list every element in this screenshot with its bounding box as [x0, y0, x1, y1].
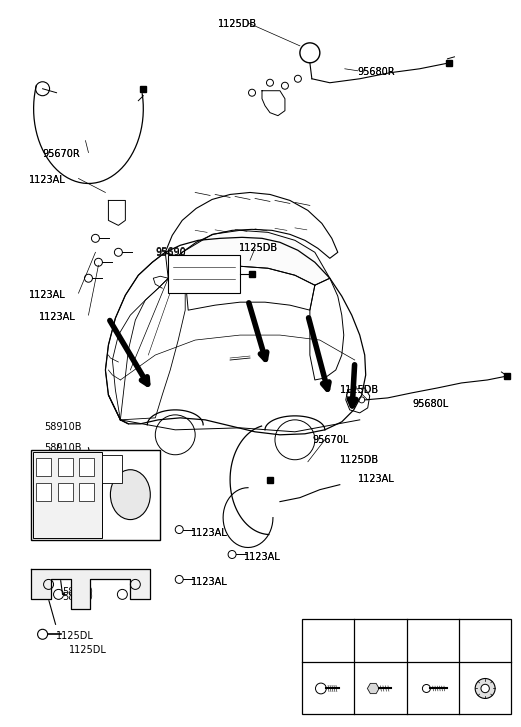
Text: 1123AL: 1123AL: [29, 290, 65, 300]
Bar: [168, 255, 240, 293]
Text: 1123AL: 1123AL: [244, 553, 281, 563]
Text: 95680L: 95680L: [413, 399, 449, 409]
Text: 1125DL: 1125DL: [69, 646, 106, 655]
Text: 1125DB: 1125DB: [340, 455, 379, 465]
Text: 95680R: 95680R: [358, 67, 395, 77]
Bar: [302, 619, 511, 714]
Bar: [57, 483, 72, 501]
Text: 1125DB: 1125DB: [340, 385, 379, 395]
Text: 1123AL: 1123AL: [244, 553, 281, 563]
Polygon shape: [168, 230, 330, 285]
Bar: [35, 458, 51, 475]
Text: 95690: 95690: [155, 249, 186, 258]
Text: 1125DB: 1125DB: [218, 19, 257, 29]
Text: 1123AL: 1123AL: [39, 312, 76, 322]
Text: 95670L: 95670L: [313, 435, 349, 445]
Text: 58910B: 58910B: [45, 422, 82, 432]
Text: 95670L: 95670L: [313, 435, 349, 445]
Text: 95670R: 95670R: [43, 148, 80, 158]
Text: 1123AL: 1123AL: [191, 577, 228, 587]
Bar: [31, 450, 160, 539]
Text: 95670R: 95670R: [43, 148, 80, 158]
Bar: [103, 455, 122, 483]
Text: 58960: 58960: [63, 587, 93, 598]
Text: 1123AN: 1123AN: [310, 635, 346, 645]
Text: 95680L: 95680L: [413, 399, 449, 409]
Text: 1123AL: 1123AL: [191, 577, 228, 587]
Polygon shape: [367, 683, 379, 694]
Text: 1125DB: 1125DB: [218, 19, 257, 29]
Bar: [33, 451, 103, 537]
Text: 1123AL: 1123AL: [39, 312, 76, 322]
Bar: [80, 483, 94, 501]
Text: 1123AL: 1123AL: [29, 174, 65, 185]
Circle shape: [481, 684, 489, 693]
Text: 1125DB: 1125DB: [239, 244, 278, 253]
Text: 1125DB: 1125DB: [239, 244, 278, 253]
Bar: [57, 458, 72, 475]
Text: 1339GA: 1339GA: [467, 635, 503, 645]
Text: 1123AL: 1123AL: [358, 474, 394, 483]
Text: 58910B: 58910B: [45, 443, 82, 453]
Text: 1123AL: 1123AL: [29, 290, 65, 300]
Text: 1124AG: 1124AG: [363, 635, 398, 645]
Text: 1123AL: 1123AL: [191, 528, 228, 537]
Circle shape: [475, 678, 495, 699]
Bar: [35, 483, 51, 501]
Text: 95680R: 95680R: [358, 67, 395, 77]
Text: 1125DB: 1125DB: [340, 455, 379, 465]
Text: 1123AL: 1123AL: [29, 174, 65, 185]
Text: 1125DL: 1125DL: [56, 631, 93, 641]
Bar: [80, 458, 94, 475]
Polygon shape: [31, 569, 150, 609]
Text: 1125DB: 1125DB: [340, 385, 379, 395]
Text: 58960: 58960: [63, 593, 93, 603]
Text: 1123AL: 1123AL: [358, 474, 394, 483]
Ellipse shape: [110, 470, 150, 520]
Text: 1123AL: 1123AL: [191, 528, 228, 537]
Text: 95690: 95690: [155, 247, 186, 257]
Text: 1129ED: 1129ED: [415, 635, 451, 645]
